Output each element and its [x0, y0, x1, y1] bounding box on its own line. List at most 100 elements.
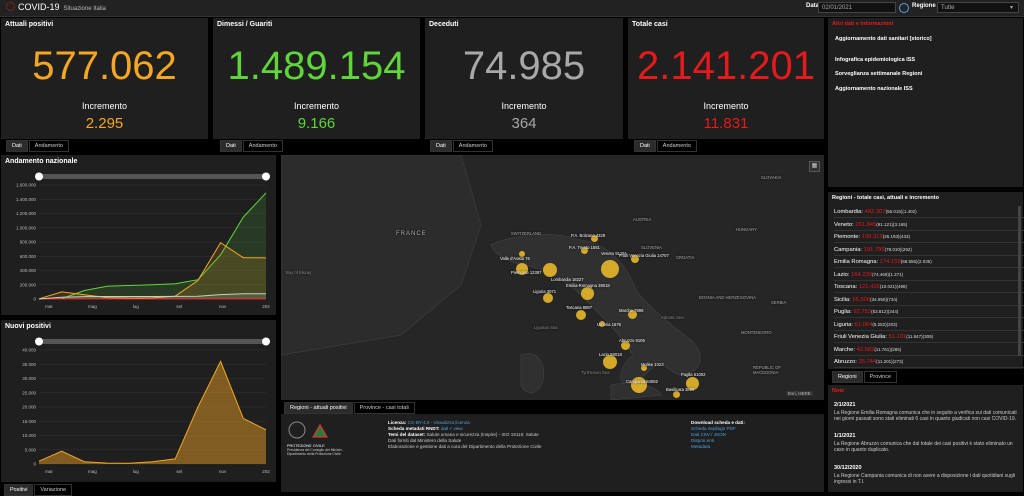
link-sorveglianza[interactable]: Sorveglianza settimanale Regioni: [835, 71, 923, 77]
tab-dati[interactable]: Dati: [220, 140, 242, 152]
map-basemap: [281, 155, 824, 400]
kpi-increment-label: Incremento: [81, 101, 128, 111]
tab-andamento[interactable]: Andamento: [242, 140, 283, 152]
map-bubble-puglia[interactable]: [686, 377, 699, 390]
map-panel[interactable]: FRANCE SWITZERLAND AUSTRIA SLOVENIA CROA…: [281, 155, 824, 400]
map-bubble-veneto[interactable]: [601, 260, 619, 278]
map-bubble-bolzano[interactable]: [591, 235, 598, 242]
tab-positivi[interactable]: Positivi: [4, 484, 34, 496]
regions-tabs: Regioni Province: [832, 371, 898, 383]
tab-dati[interactable]: Dati: [634, 140, 656, 152]
map-bubble-marche[interactable]: [628, 310, 637, 319]
map-bubble-liguria[interactable]: [543, 293, 553, 303]
x-tick-label: set: [176, 469, 183, 474]
note-text: La Regione Campania comunica di non aver…: [834, 473, 1015, 485]
region-row[interactable]: Piemonte: 199.319(26.193)(433): [834, 231, 1024, 243]
map-bubble-molise[interactable]: [641, 365, 647, 371]
kpi-increment-label: Incremento: [703, 101, 749, 111]
range-slider-handle-start[interactable]: [35, 172, 43, 181]
region-sub: (56.015)(1.402): [885, 209, 917, 214]
tab-andamento[interactable]: Andamento: [452, 140, 493, 152]
tab-dati[interactable]: Dati: [6, 140, 28, 152]
licenza-link[interactable]: CC-BY-4.0 - Visualizza licenza: [407, 420, 470, 425]
regions-scrollbar[interactable]: [1018, 206, 1021, 356]
y-tick-label: 1.400.000: [16, 197, 37, 202]
y-tick-label: 1.000.000: [16, 225, 37, 230]
range-slider-handle-start[interactable]: [35, 337, 43, 346]
link-dati-sanitari[interactable]: Aggiornamento dati sanitari [storico]: [835, 36, 932, 42]
regions-panel: Regioni - totale casi, attuali e increme…: [828, 192, 1024, 369]
tab-dati[interactable]: Dati: [430, 140, 452, 152]
country-label: AUSTRIA: [633, 217, 652, 222]
region-row[interactable]: Marche: 42.683(11.761)(285): [834, 344, 1024, 356]
calendar-icon[interactable]: [899, 3, 909, 13]
kpi-deceduti: Deceduti 74.985 Incremento 364: [425, 18, 623, 139]
tab-province[interactable]: Province: [863, 371, 898, 383]
kpi-increment-label: Incremento: [501, 101, 547, 111]
map-bubble-campania[interactable]: [631, 377, 647, 393]
region-row[interactable]: Sicilia: 95.500(34.950)(734): [834, 294, 1024, 306]
map-bubble-valle-daosta[interactable]: [519, 251, 525, 257]
kpi-increment-value: 9.166: [297, 115, 336, 132]
country-label: BOSNIA AND HERZEGOVINA: [699, 295, 757, 300]
map-bubble-toscana[interactable]: [576, 310, 586, 320]
kpi-increment-value: 11.831: [703, 115, 749, 132]
scheda-link[interactable]: dati + view: [440, 426, 463, 431]
regions-title: Regioni - totale casi, attuali e increme…: [832, 195, 939, 201]
range-slider-track[interactable]: [39, 339, 266, 344]
elaborazione-text: Elaborazione e gestione dati a cura del …: [388, 444, 542, 449]
map-label: Lazio 59018: [599, 352, 622, 357]
link-aggiornamento-iss[interactable]: Aggiornamento nazionale ISS: [835, 86, 913, 92]
dataset-info: Licenza: CC-BY-4.0 - Visualizza licenza …: [388, 420, 678, 450]
map-bubble-basilicata[interactable]: [673, 391, 680, 398]
region-row[interactable]: Lazio: 164.239(74.469)(1.271): [834, 269, 1024, 281]
x-tick-label: set: [176, 304, 183, 309]
range-slider-handle-end[interactable]: [262, 172, 270, 181]
kpi-title: Totale casi: [632, 21, 668, 28]
region-row[interactable]: Veneto: 261.845(91.121)(3.165): [834, 219, 1024, 231]
map-bubble-trento[interactable]: [581, 247, 588, 254]
map-bubble-lombardia[interactable]: [543, 263, 557, 277]
tab-regioni[interactable]: Regioni: [832, 371, 863, 383]
map-label: P.A. Trento 1581: [569, 245, 600, 250]
tab-variazione[interactable]: Variazione: [34, 484, 73, 496]
sea-label: Tyrrhenian Sea: [581, 370, 610, 375]
range-slider-handle-end[interactable]: [262, 337, 270, 346]
region-row[interactable]: Puglia: 92.752(53.812)(344): [834, 306, 1024, 318]
country-label: SLOVENIA: [641, 245, 662, 250]
tab-andamento[interactable]: Andamento: [656, 140, 697, 152]
link-infografica[interactable]: Infografica epidemiologica ISS: [835, 57, 916, 63]
region-select[interactable]: Tutte: [937, 2, 1019, 13]
region-row[interactable]: Emilia Romagna: 174.159(68.556)(2.035): [834, 256, 1024, 268]
date-input[interactable]: 02/01/2021: [818, 2, 896, 13]
chevron-down-icon[interactable]: ▾: [1010, 5, 1014, 11]
region-name: Campania:: [834, 246, 863, 253]
region-row[interactable]: Abruzzo: 35.744(11.201)(273): [834, 356, 1024, 368]
map-layers-icon[interactable]: ▦: [809, 161, 820, 172]
region-row[interactable]: Friuli Venezia Giulia: 51.101(11.847)(30…: [834, 331, 1024, 343]
map-bubble-lazio[interactable]: [603, 355, 617, 369]
map-bubble-friuli[interactable]: [631, 255, 639, 263]
map-bubble-umbria[interactable]: [599, 321, 605, 327]
series-area: [39, 293, 266, 299]
kpi-increment-label: Incremento: [293, 101, 340, 111]
region-row[interactable]: Lombardia: 492.307(56.015)(1.402): [834, 206, 1024, 218]
tab-regioni-attuali[interactable]: Regioni - attuali positivi: [284, 402, 353, 414]
download-metadata-link[interactable]: Metadata: [691, 444, 711, 449]
map-bubble-emilia-romagna[interactable]: [581, 287, 594, 300]
download-pdf-link[interactable]: Scheda riepilogo PDF: [691, 426, 736, 431]
region-name: Toscana:: [834, 284, 858, 290]
map-bubble-piemonte[interactable]: [516, 263, 528, 275]
tab-province-casi[interactable]: Province - casi totali: [353, 402, 415, 414]
logo-text: PROTEZIONE CIVILE: [287, 444, 325, 448]
region-row[interactable]: Liguria: 61.064(5.252)(203): [834, 319, 1024, 331]
download-dispon-link[interactable]: Dispon.enti: [691, 438, 714, 443]
region-row[interactable]: Campania: 191.795(78.010)(292): [834, 244, 1024, 256]
region-row[interactable]: Toscana: 121.415(10.021)(498): [834, 281, 1024, 293]
download-csv-link[interactable]: Dati CSV / JSON: [691, 432, 726, 437]
range-slider-track[interactable]: [39, 174, 266, 179]
tab-andamento[interactable]: Andamento: [28, 140, 69, 152]
map-bubble-abruzzo[interactable]: [621, 341, 630, 350]
kpi-dimessi-guariti: Dimessi / Guariti 1.489.154 Incremento 9…: [213, 18, 420, 139]
app-title: COVID-19 Situazione Italia: [6, 2, 106, 12]
